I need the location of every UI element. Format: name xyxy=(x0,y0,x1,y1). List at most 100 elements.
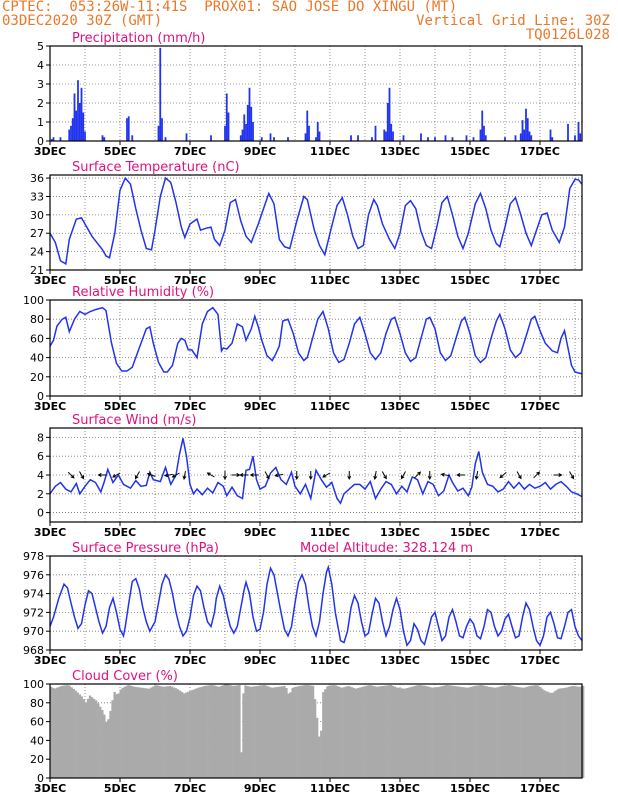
wind-arrow xyxy=(134,471,140,480)
cloud-bar xyxy=(244,685,247,778)
x-tick-label: 17DEC xyxy=(520,782,560,795)
cloud-bar xyxy=(176,689,180,778)
cloud-bar xyxy=(414,685,417,778)
precip-bar xyxy=(224,125,226,141)
cloud-bar xyxy=(266,686,270,778)
precip-bar xyxy=(248,87,251,141)
precip-bar xyxy=(245,123,247,141)
cloud-bar xyxy=(60,685,63,778)
wind-arrow xyxy=(171,472,180,478)
precip-bar xyxy=(241,129,244,141)
cloud-bar xyxy=(311,685,315,778)
cloud-bar xyxy=(324,689,327,778)
cloud-bar xyxy=(463,687,466,778)
cloud-bar xyxy=(127,685,131,778)
wind-arrow xyxy=(474,470,479,480)
cloud-bar xyxy=(252,686,255,778)
precip-bar xyxy=(519,133,522,141)
cloud-bar xyxy=(363,686,366,778)
cloud-bar xyxy=(496,687,499,778)
cloud-bar xyxy=(442,685,446,778)
wind-arrow xyxy=(206,472,215,478)
precip-bar xyxy=(243,114,246,141)
wind-arrow xyxy=(381,471,387,480)
precip-bar xyxy=(402,135,405,141)
y-tick-label: 0 xyxy=(37,135,44,148)
precip-bar xyxy=(210,135,212,141)
cloud-bar xyxy=(344,686,347,778)
wind-arrow xyxy=(274,473,284,478)
precip-bar xyxy=(84,131,86,141)
wind-arrow-shaft xyxy=(79,471,84,479)
cloud-bar xyxy=(508,684,511,778)
cloud-bar xyxy=(451,685,454,778)
cloud-bar xyxy=(485,686,489,778)
cloud-bar xyxy=(539,686,542,778)
y-tick-label: 80 xyxy=(30,697,44,710)
cloud-bar xyxy=(174,688,178,778)
wind-arrow-head xyxy=(308,475,313,481)
panel-5: 968 970 972 974 976 978 3DEC 5DEC 7DEC 9DEC 11DEC 1… xyxy=(23,541,583,667)
panel-title: Surface Pressure (hPa) xyxy=(72,541,219,556)
cloud-bar xyxy=(162,686,165,778)
precip-bar xyxy=(481,110,484,141)
wind-arrow xyxy=(294,471,299,481)
y-tick-label: 1 xyxy=(37,116,44,129)
cloud-bar xyxy=(103,714,106,778)
wind-arrow xyxy=(400,471,406,480)
cloud-bar xyxy=(185,692,188,778)
y-tick-label: 5 xyxy=(37,40,44,53)
cloud-bar xyxy=(52,687,55,778)
cloud-bar xyxy=(285,688,288,778)
precip-bar xyxy=(318,131,321,141)
cloud-bar xyxy=(385,685,388,778)
y-tick-label: 3 xyxy=(37,78,44,91)
panel-6: 0 20 40 60 80 100 3DEC 5DEC 7DEC 9DEC 11DEC 13DEC 15… xyxy=(23,669,585,795)
y-tick-label: 0 xyxy=(37,507,44,520)
cloud-bar xyxy=(371,685,374,778)
x-tick-label: 15DEC xyxy=(450,654,490,667)
precip-bar xyxy=(260,137,263,141)
chart-header: CPTEC: 053:26W-11:41S PROX01: SAO JOSE D… xyxy=(0,0,618,46)
precip-bar xyxy=(246,104,249,141)
cloud-bar xyxy=(449,685,452,778)
wind-arrow xyxy=(249,473,259,477)
cloud-bar xyxy=(121,687,124,778)
precip-bar xyxy=(59,137,62,141)
wind-arrow-shaft xyxy=(135,471,140,479)
y-tick-label: 974 xyxy=(23,588,44,601)
cloud-bar xyxy=(74,690,77,778)
wind-arrow-head xyxy=(417,471,422,476)
wind-arrow-shaft xyxy=(414,471,421,479)
wind-arrow xyxy=(414,471,422,479)
cloud-bar xyxy=(352,688,356,778)
cloud-bar xyxy=(534,685,538,778)
cloud-bar xyxy=(240,752,243,778)
y-tick-label: 2 xyxy=(37,488,44,501)
cloud-bar xyxy=(207,685,210,778)
precip-bar xyxy=(551,137,554,141)
cloud-bar xyxy=(99,706,102,778)
cloud-bar xyxy=(346,686,350,778)
cloud-bar xyxy=(193,689,196,778)
cloud-bar xyxy=(367,685,370,778)
cloud-bar xyxy=(223,684,227,778)
precip-bar xyxy=(434,137,436,141)
wind-arrow-shaft xyxy=(264,471,270,479)
cloud-bar xyxy=(418,685,421,778)
cloud-bar xyxy=(545,691,548,778)
wind-arrow-head xyxy=(182,475,187,480)
cloud-bar xyxy=(561,688,564,778)
cloud-bar xyxy=(549,692,552,778)
precip-bar xyxy=(159,47,162,141)
cloud-bar xyxy=(455,686,458,778)
wind-arrow-shaft xyxy=(516,471,522,479)
wind-arrow-head xyxy=(373,475,378,480)
cloud-bar xyxy=(277,686,280,778)
precip-bar xyxy=(579,133,582,141)
wind-arrow-shaft xyxy=(381,471,387,479)
cloud-bar xyxy=(78,694,81,778)
cloud-bar xyxy=(54,688,57,778)
cloud-bar xyxy=(129,685,133,778)
panel-frame xyxy=(49,427,583,523)
